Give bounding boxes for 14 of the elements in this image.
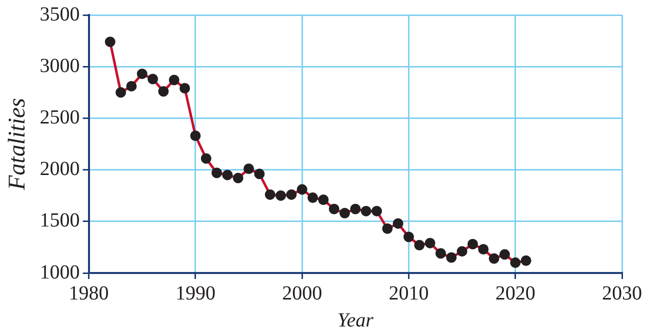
y-axis-title: Fatalities bbox=[4, 98, 31, 191]
x-tick-label: 1990 bbox=[175, 282, 216, 304]
x-tick-label: 1980 bbox=[68, 282, 109, 304]
y-tick-label: 2500 bbox=[40, 106, 80, 128]
x-axis-title: Year bbox=[337, 309, 374, 332]
x-tick-label: 2010 bbox=[388, 282, 429, 304]
y-tick-label: 1500 bbox=[40, 210, 80, 232]
x-tick-label: 2000 bbox=[282, 282, 322, 304]
y-tick-label: 3000 bbox=[40, 54, 80, 77]
y-tick-label: 3500 bbox=[40, 3, 80, 26]
x-tick-label: 2030 bbox=[602, 282, 642, 304]
x-tick-label: 2020 bbox=[495, 282, 536, 304]
y-tick-label: 1000 bbox=[40, 261, 80, 284]
y-tick-label: 2000 bbox=[40, 158, 80, 180]
